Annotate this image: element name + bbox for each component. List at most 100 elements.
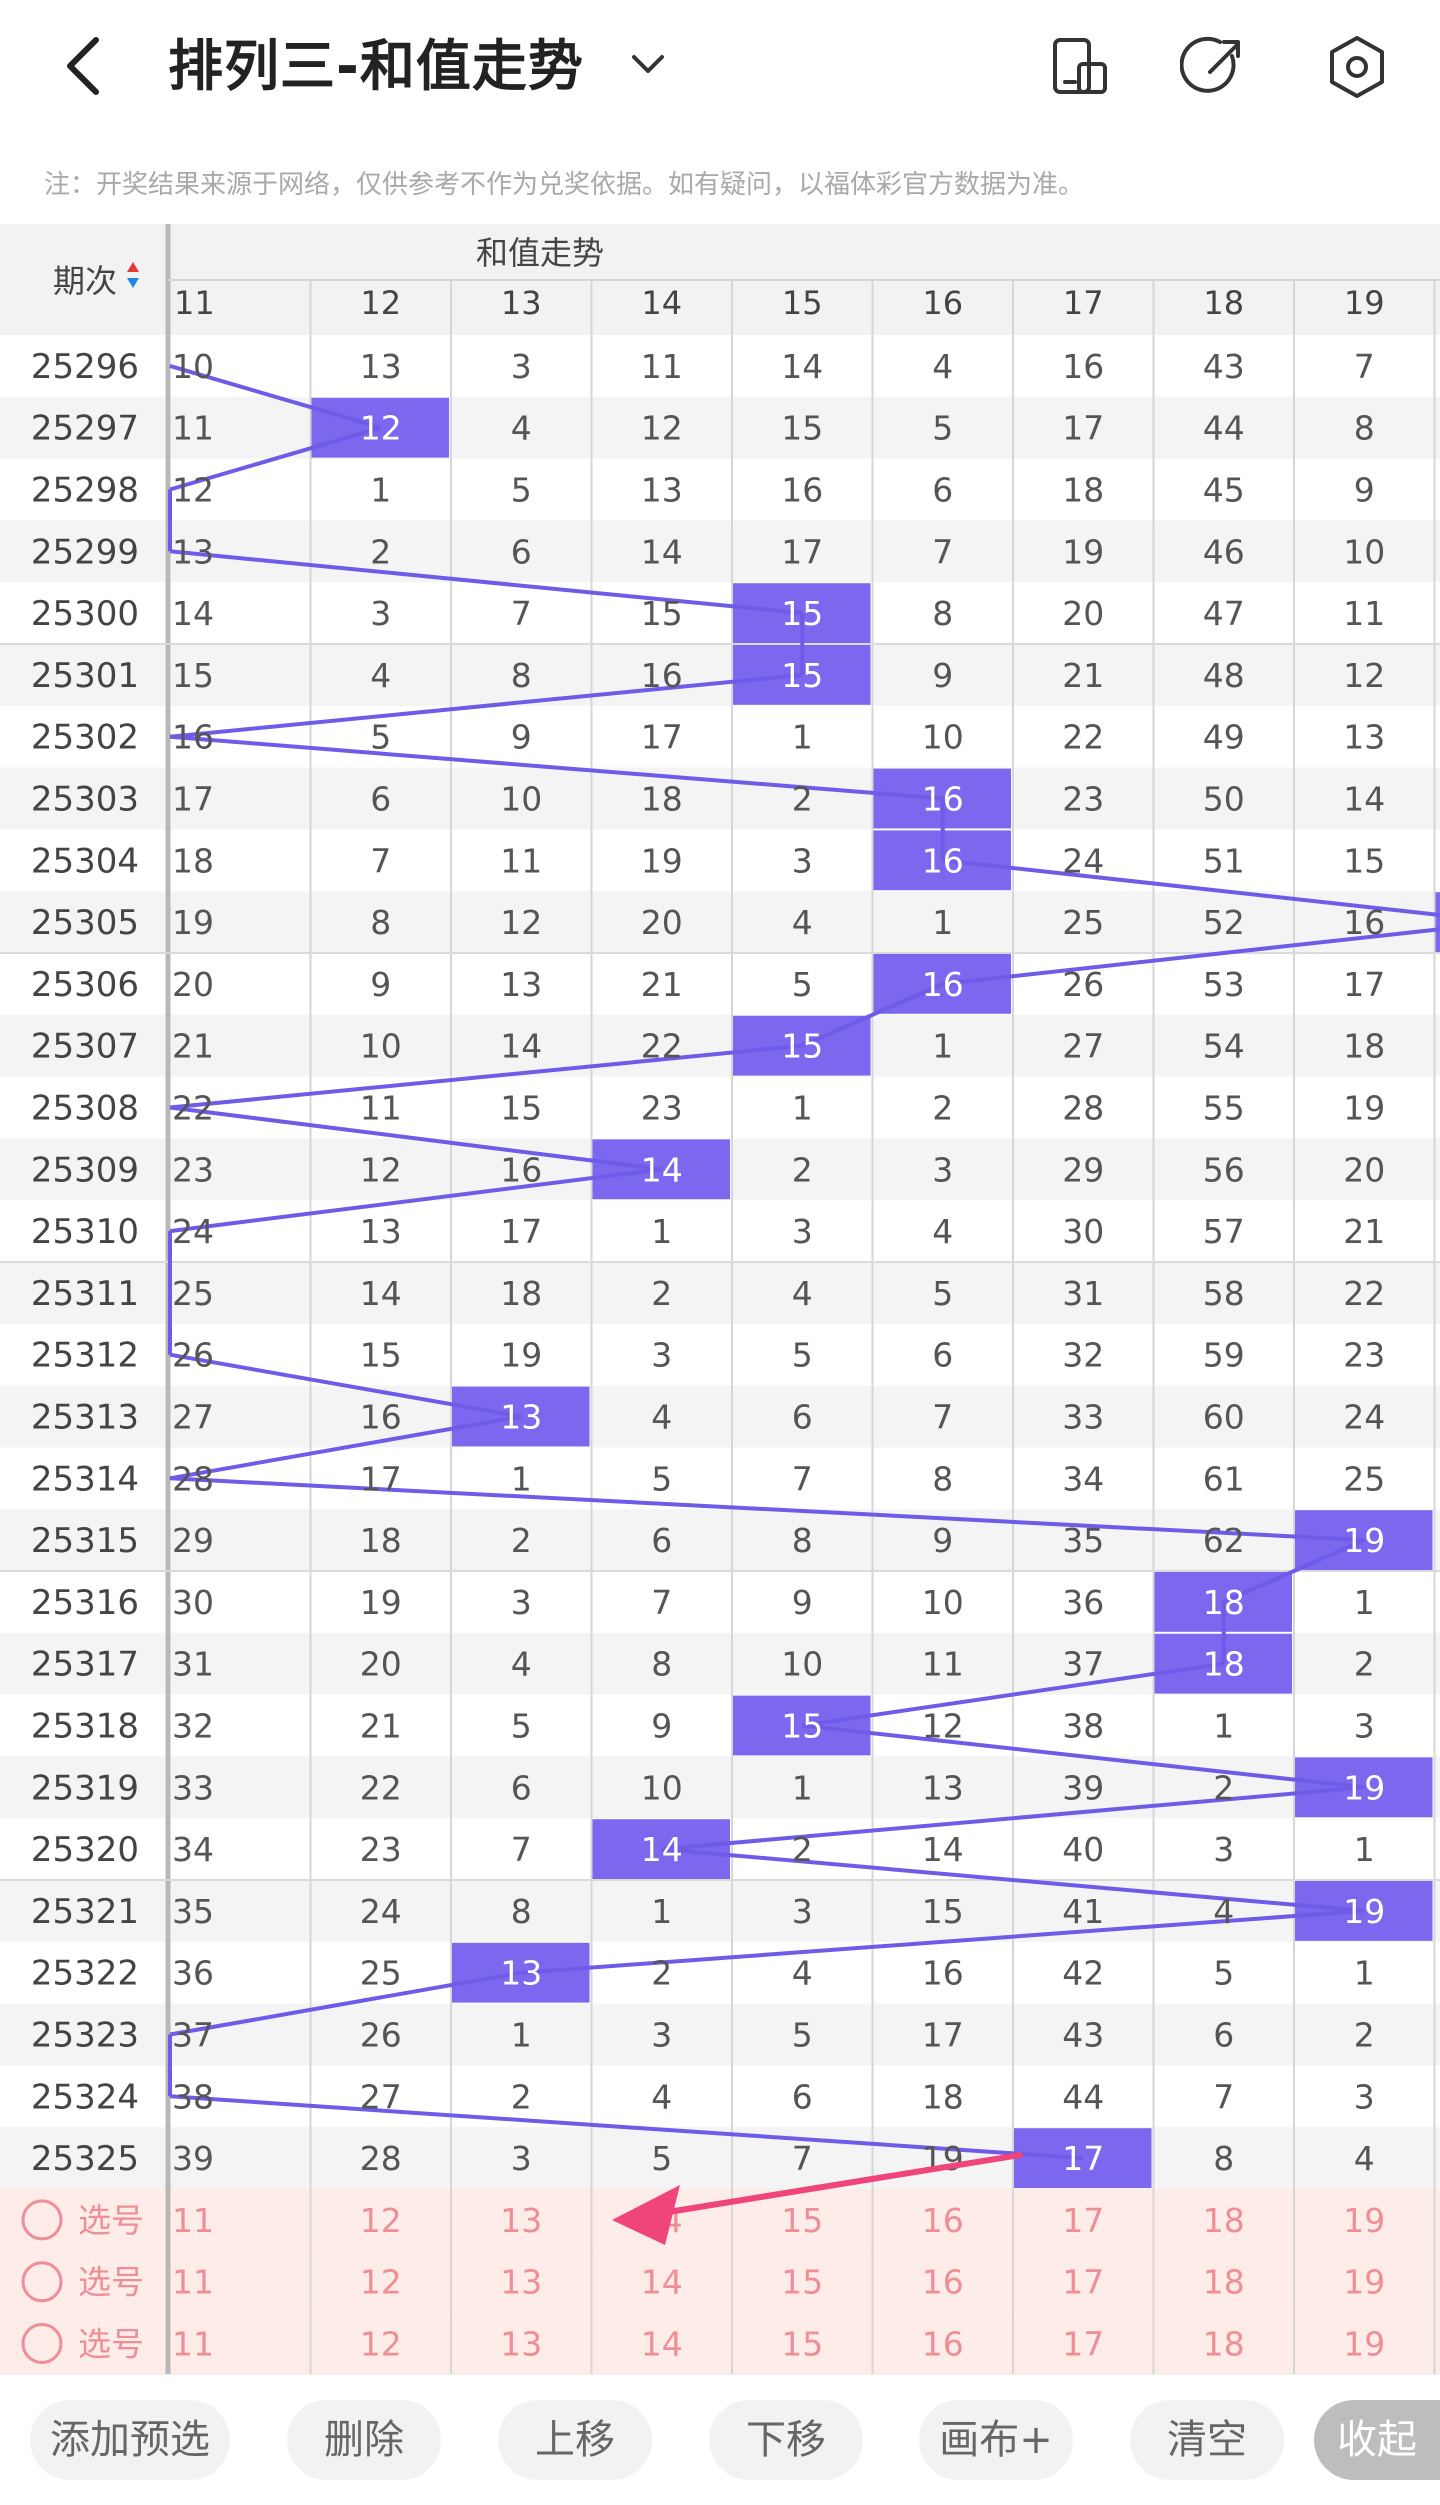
move-down-button[interactable]: 下移 (709, 2400, 863, 2480)
cell-value[interactable]: 19 (172, 903, 214, 942)
column-header[interactable]: 12 (360, 284, 401, 322)
cell-value[interactable]: 18 (1343, 1027, 1385, 1066)
cell-value[interactable]: 15 (1343, 841, 1385, 880)
cell-value[interactable]: 26 (360, 2016, 402, 2055)
cell-value[interactable]: 6 (511, 1768, 532, 1807)
cell-value[interactable]: 12 (500, 903, 542, 942)
cell-value[interactable]: 22 (1343, 1274, 1385, 1313)
cell-value[interactable]: 10 (781, 1645, 823, 1684)
cell-value[interactable]: 23 (1343, 1336, 1385, 1375)
settings-icon[interactable] (1322, 32, 1392, 102)
cell-value[interactable]: 10 (500, 780, 542, 819)
cell-value[interactable]: 8 (651, 1645, 672, 1684)
cell-value[interactable]: 7 (792, 2139, 813, 2178)
cell-value[interactable]: 35 (172, 1892, 214, 1931)
cell-value[interactable]: 2 (511, 1521, 532, 1560)
cell-value[interactable]: 2 (511, 2077, 532, 2116)
period-cell[interactable]: 25323 (31, 2016, 139, 2056)
period-cell[interactable]: 25298 (31, 471, 139, 511)
cell-value[interactable]: 24 (360, 1892, 402, 1931)
hit-value[interactable]: 13 (500, 1398, 542, 1437)
column-header[interactable]: 19 (1344, 284, 1385, 322)
cell-value[interactable]: 4 (370, 656, 391, 695)
cell-value[interactable]: 62 (1203, 1521, 1245, 1560)
hit-value[interactable]: 14 (641, 1830, 683, 1869)
move-up-button[interactable]: 上移 (498, 2400, 652, 2480)
cell-value[interactable]: 16 (781, 471, 823, 510)
hit-value[interactable]: 17 (1062, 2139, 1104, 2178)
hit-value[interactable]: 19 (1343, 1768, 1385, 1807)
hit-value[interactable]: 12 (360, 409, 402, 448)
cell-value[interactable]: 15 (922, 1892, 964, 1931)
cell-value[interactable]: 28 (1062, 1089, 1104, 1128)
cell-value[interactable]: 18 (1062, 471, 1104, 510)
hit-cell[interactable] (1436, 892, 1440, 952)
period-cell[interactable]: 25314 (31, 1459, 139, 1499)
cell-value[interactable]: 35 (1062, 1521, 1104, 1560)
period-cell[interactable]: 25306 (31, 965, 139, 1005)
cell-value[interactable]: 18 (641, 780, 683, 819)
cell-value[interactable]: 27 (360, 2077, 402, 2116)
select-cell[interactable]: 15 (781, 2263, 823, 2302)
cell-value[interactable]: 7 (792, 1459, 813, 1498)
cell-value[interactable]: 21 (172, 1027, 214, 1066)
cell-value[interactable]: 19 (500, 1336, 542, 1375)
cell-value[interactable]: 4 (651, 2077, 672, 2116)
cell-value[interactable]: 15 (172, 656, 214, 695)
cell-value[interactable]: 20 (641, 903, 683, 942)
cell-value[interactable]: 1 (1354, 1583, 1375, 1622)
column-header[interactable]: 15 (782, 284, 823, 322)
period-cell[interactable]: 25303 (31, 780, 139, 820)
cell-value[interactable]: 38 (172, 2077, 214, 2116)
cell-value[interactable]: 1 (932, 903, 953, 942)
cell-value[interactable]: 5 (932, 1274, 953, 1313)
cell-value[interactable]: 9 (792, 1583, 813, 1622)
cell-value[interactable]: 8 (370, 903, 391, 942)
cell-value[interactable]: 6 (370, 780, 391, 819)
cell-value[interactable]: 54 (1203, 1027, 1245, 1066)
cell-value[interactable]: 28 (172, 1459, 214, 1498)
cell-value[interactable]: 18 (500, 1274, 542, 1313)
cell-value[interactable]: 22 (172, 1089, 214, 1128)
column-header[interactable]: 13 (501, 284, 542, 322)
period-header[interactable]: 期次 (53, 262, 117, 300)
cell-value[interactable]: 32 (172, 1707, 214, 1746)
cell-value[interactable]: 44 (1062, 2077, 1104, 2116)
cell-value[interactable]: 2 (1354, 1645, 1375, 1684)
hit-value[interactable]: 16 (922, 780, 964, 819)
cell-value[interactable]: 42 (1062, 1954, 1104, 1993)
cell-value[interactable]: 21 (1343, 1212, 1385, 1251)
period-cell[interactable]: 25297 (31, 409, 139, 449)
cell-value[interactable]: 4 (792, 1274, 813, 1313)
period-cell[interactable]: 25316 (31, 1583, 139, 1623)
cell-value[interactable]: 2 (932, 1089, 953, 1128)
cell-value[interactable]: 29 (1062, 1150, 1104, 1189)
period-cell[interactable]: 25313 (31, 1398, 139, 1438)
cell-value[interactable]: 19 (641, 841, 683, 880)
cell-value[interactable]: 50 (1203, 780, 1245, 819)
cell-value[interactable]: 5 (1213, 1954, 1234, 1993)
select-cell[interactable]: 12 (360, 2263, 402, 2302)
cell-value[interactable]: 13 (500, 965, 542, 1004)
cell-value[interactable]: 12 (641, 409, 683, 448)
cell-value[interactable]: 6 (792, 1398, 813, 1437)
select-cell[interactable]: 12 (360, 2325, 402, 2364)
cell-value[interactable]: 6 (932, 1336, 953, 1375)
cell-value[interactable]: 18 (172, 841, 214, 880)
cell-value[interactable]: 34 (172, 1830, 214, 1869)
cell-value[interactable]: 2 (651, 1274, 672, 1313)
cell-value[interactable]: 1 (932, 1027, 953, 1066)
cell-value[interactable]: 7 (511, 594, 532, 633)
cell-value[interactable]: 28 (360, 2139, 402, 2178)
cell-value[interactable]: 41 (1062, 1892, 1104, 1931)
select-cell[interactable]: 13 (500, 2325, 542, 2364)
cell-value[interactable]: 7 (651, 1583, 672, 1622)
cell-value[interactable]: 24 (1062, 841, 1104, 880)
cell-value[interactable]: 60 (1203, 1398, 1245, 1437)
cell-value[interactable]: 8 (1354, 409, 1375, 448)
cell-value[interactable]: 11 (172, 409, 214, 448)
cell-value[interactable]: 39 (1062, 1768, 1104, 1807)
share-icon[interactable] (1180, 32, 1250, 102)
period-cell[interactable]: 25302 (31, 718, 139, 758)
period-cell[interactable]: 25309 (31, 1150, 139, 1190)
